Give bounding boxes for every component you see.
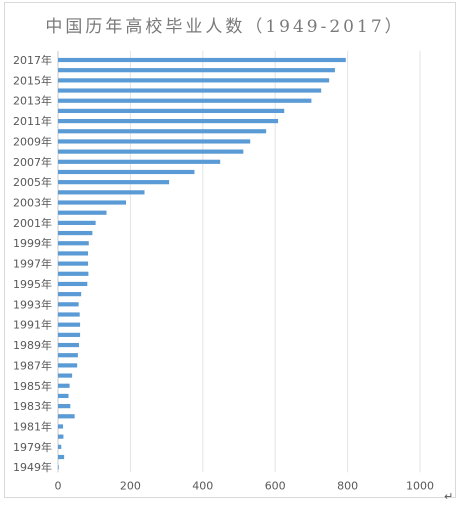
y-category-label: 1979年: [13, 440, 52, 454]
y-category-label: 1985年: [13, 379, 52, 393]
bar: [58, 190, 145, 195]
x-tick-label: 1000: [406, 479, 434, 492]
bar: [58, 465, 59, 470]
x-tick-label: 200: [120, 479, 141, 492]
chart-frame: 中国历年高校毕业人数（1949-2017） 0 200 400 600 800 1000 2…: [4, 2, 456, 498]
bar: [58, 169, 195, 175]
bar: [58, 57, 346, 63]
bar: [58, 444, 62, 449]
bar: [58, 322, 81, 327]
bar: [58, 383, 70, 388]
bar: [58, 292, 82, 297]
bar: [58, 414, 75, 419]
bar: [58, 271, 89, 276]
bar: [58, 220, 96, 225]
bar: [58, 180, 170, 185]
bar: [58, 393, 69, 399]
y-category-label: 2005年: [13, 175, 52, 189]
y-category-label: 1997年: [13, 257, 52, 271]
x-tick-label: 400: [192, 479, 213, 492]
y-category-label: 1989年: [13, 338, 52, 352]
bar: [58, 200, 127, 205]
bar: [58, 312, 80, 317]
bar: [58, 251, 89, 256]
bar: [58, 88, 322, 93]
bar: [58, 230, 93, 236]
bar: [58, 302, 79, 307]
bar: [58, 353, 78, 358]
y-category-label: 1993年: [13, 297, 52, 311]
y-category-label: 2017年: [13, 53, 52, 67]
bar: [58, 159, 221, 164]
bar: [58, 261, 89, 266]
x-tick-label: 600: [265, 479, 286, 492]
bar: [58, 434, 64, 439]
bar: [58, 404, 71, 409]
y-category-label: 1987年: [13, 358, 52, 372]
y-category-label: 2001年: [13, 216, 52, 230]
y-category-label: 2011年: [13, 114, 52, 128]
bar: [58, 241, 89, 246]
chart-title: 中国历年高校毕业人数（1949-2017）: [45, 17, 405, 37]
bar: [58, 363, 78, 368]
y-category-label: 1981年: [13, 419, 52, 433]
bar: [58, 149, 244, 154]
bar: [58, 129, 267, 134]
bar: [58, 108, 285, 113]
bar: [58, 332, 81, 337]
bar: [58, 454, 65, 460]
paragraph-return-mark: ↵: [444, 490, 454, 503]
y-category-label: 1949年: [13, 460, 52, 474]
y-category-label: 2007年: [13, 155, 52, 169]
y-category-label: 2003年: [13, 196, 52, 210]
bar: [58, 98, 312, 103]
bar: [58, 373, 73, 378]
bar: [58, 210, 107, 215]
y-category-label: 2015年: [13, 73, 52, 87]
y-category-label: 1999年: [13, 236, 52, 250]
y-category-label: 2013年: [13, 94, 52, 108]
x-tick-label: 0: [55, 479, 62, 492]
y-category-label: 2009年: [13, 134, 52, 148]
y-category-label: 1983年: [13, 399, 52, 413]
y-category-label: 1991年: [13, 318, 52, 332]
y-category-label: 1995年: [13, 277, 52, 291]
x-tick-label: 800: [337, 479, 358, 492]
bar: [58, 342, 79, 348]
bar: [58, 78, 330, 83]
bar-chart-plot: 0 200 400 600 800 1000 2017年 2015年 2013年 2011年 200…: [13, 51, 434, 492]
bar: [58, 118, 279, 124]
bar: [58, 139, 251, 144]
bar: [58, 68, 335, 73]
bar: [58, 424, 64, 429]
bar: [58, 281, 88, 287]
